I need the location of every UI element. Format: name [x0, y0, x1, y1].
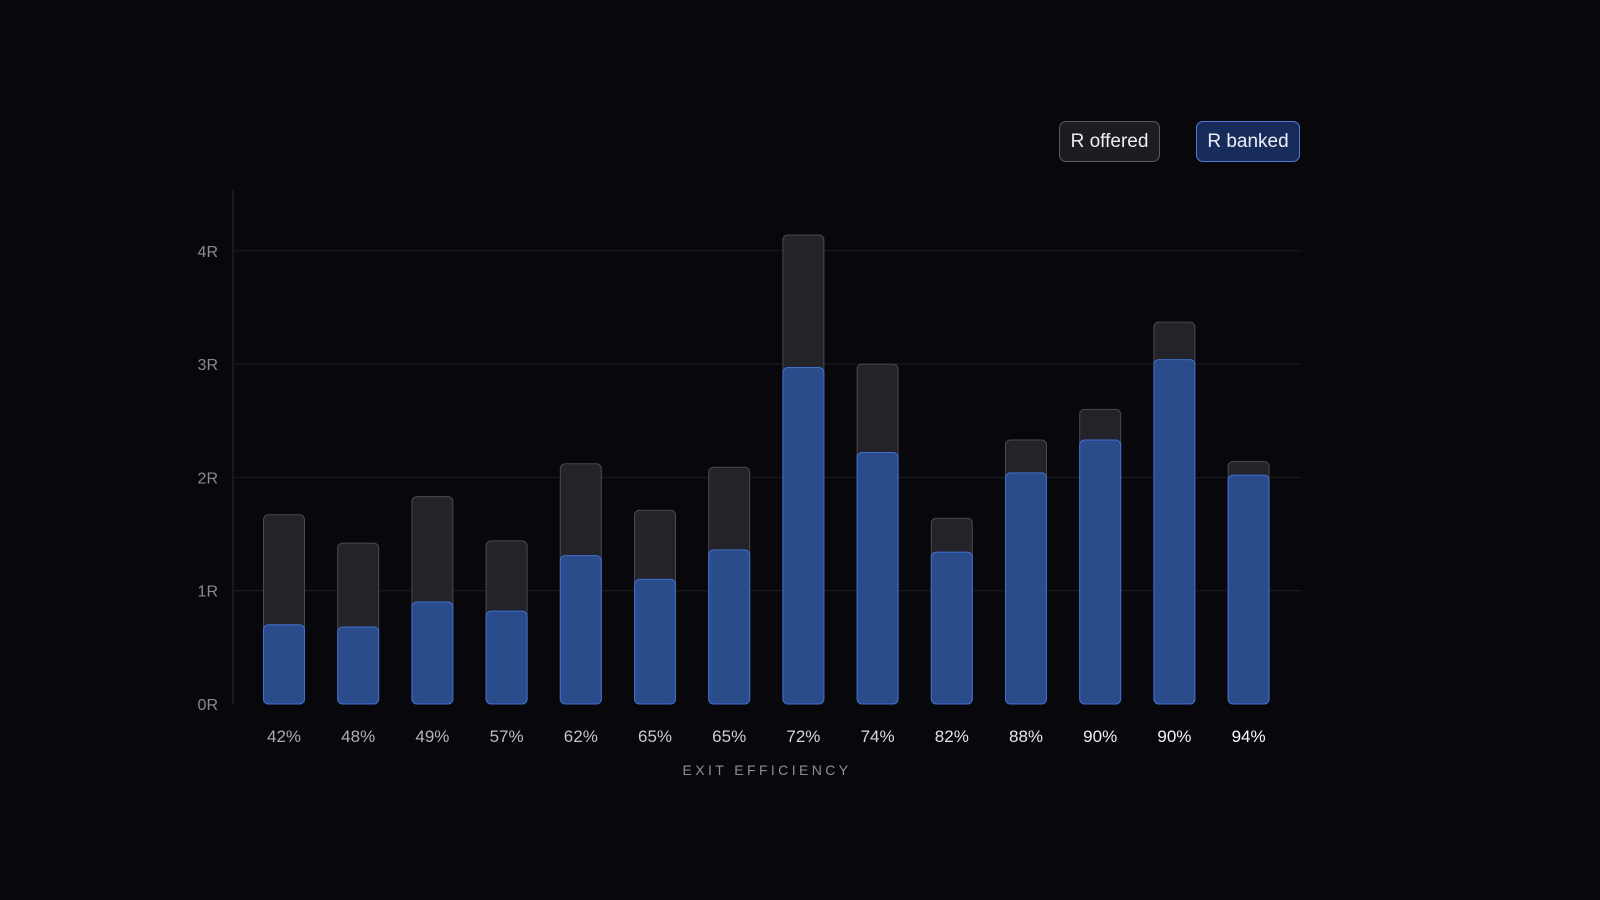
x-tick-label: 62% [564, 727, 598, 746]
y-tick-label: 1R [198, 584, 218, 601]
x-tick-label: 72% [786, 727, 820, 746]
x-tick-label: 57% [490, 727, 524, 746]
x-tick-label: 49% [415, 727, 449, 746]
bar-r-banked [337, 626, 380, 705]
bar-r-banked [263, 624, 305, 705]
x-tick-label: 88% [1009, 727, 1043, 746]
x-tick-label: 90% [1157, 727, 1191, 746]
x-axis-title: EXIT EFFICIENCY [683, 762, 852, 778]
bar-r-banked [1153, 359, 1196, 705]
bar-r-banked [1079, 439, 1122, 705]
bar-r-banked [708, 549, 751, 705]
grid-lines [232, 189, 1302, 704]
x-axis-tick-labels: 42% 48% 49% 57% 62% 65% 65% 72% 74% 82% 88% 90% 90% 9… [267, 727, 1266, 746]
bar-r-banked [1005, 472, 1047, 705]
y-tick-label: 4R [198, 244, 218, 261]
bars [263, 234, 1270, 705]
bar-r-banked [559, 555, 602, 705]
x-tick-label: 48% [341, 727, 375, 746]
bar-r-banked [930, 551, 973, 705]
x-tick-label: 74% [861, 727, 895, 746]
x-tick-label: 42% [267, 727, 301, 746]
bar-r-banked [634, 578, 676, 705]
bar-r-banked [485, 610, 528, 705]
y-tick-label: 0R [198, 697, 218, 714]
x-tick-label: 94% [1232, 727, 1266, 746]
x-tick-label: 65% [638, 727, 672, 746]
y-axis-tick-labels: 0R 1R 2R 3R 4R [198, 244, 218, 714]
y-tick-label: 2R [198, 470, 218, 487]
x-tick-label: 90% [1083, 727, 1117, 746]
bar-r-banked [411, 601, 454, 705]
x-tick-label: 65% [712, 727, 746, 746]
bar-r-banked [782, 366, 825, 705]
y-tick-label: 3R [198, 357, 218, 374]
x-tick-label: 82% [935, 727, 969, 746]
legend-item-r-banked[interactable]: R banked [1196, 121, 1300, 162]
bar-r-banked [1227, 474, 1270, 705]
bar-r-banked [856, 451, 899, 705]
legend-item-r-offered[interactable]: R offered [1059, 121, 1160, 162]
